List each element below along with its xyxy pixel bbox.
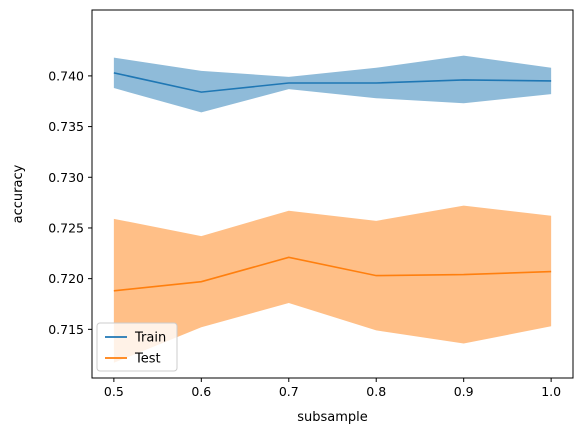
legend-box xyxy=(96,322,178,372)
y-tick-label: 0.715 xyxy=(48,322,84,337)
x-tick-label: 0.8 xyxy=(366,384,386,399)
x-tick-label: 0.6 xyxy=(191,384,211,399)
legend-label-train: Train xyxy=(134,331,166,346)
x-axis-ticks: 0.5 0.6 0.7 0.8 0.9 1.0 xyxy=(104,378,561,399)
confidence-bands xyxy=(113,55,552,363)
y-tick-label: 0.740 xyxy=(48,68,84,83)
x-tick-label: 1.0 xyxy=(541,384,561,399)
y-tick-label: 0.720 xyxy=(48,271,84,286)
y-axis-ticks: 0.715 0.720 0.725 0.730 0.735 0.740 xyxy=(48,68,92,337)
band-train xyxy=(113,55,552,113)
line-train xyxy=(113,72,552,93)
x-axis-label: subsample xyxy=(297,410,368,425)
legend-label-test: Test xyxy=(134,352,161,367)
line-test xyxy=(113,256,552,292)
y-tick-label: 0.725 xyxy=(48,220,84,235)
x-tick-label: 0.5 xyxy=(104,384,124,399)
y-axis-label: accuracy xyxy=(11,164,26,223)
band-test xyxy=(113,205,552,363)
series-lines xyxy=(113,72,552,292)
x-tick-label: 0.9 xyxy=(454,384,474,399)
plot-frame xyxy=(91,9,574,379)
x-tick-label: 0.7 xyxy=(279,384,299,399)
y-tick-label: 0.735 xyxy=(48,119,84,134)
legend: Train Test xyxy=(96,322,178,372)
y-tick-label: 0.730 xyxy=(48,170,84,185)
